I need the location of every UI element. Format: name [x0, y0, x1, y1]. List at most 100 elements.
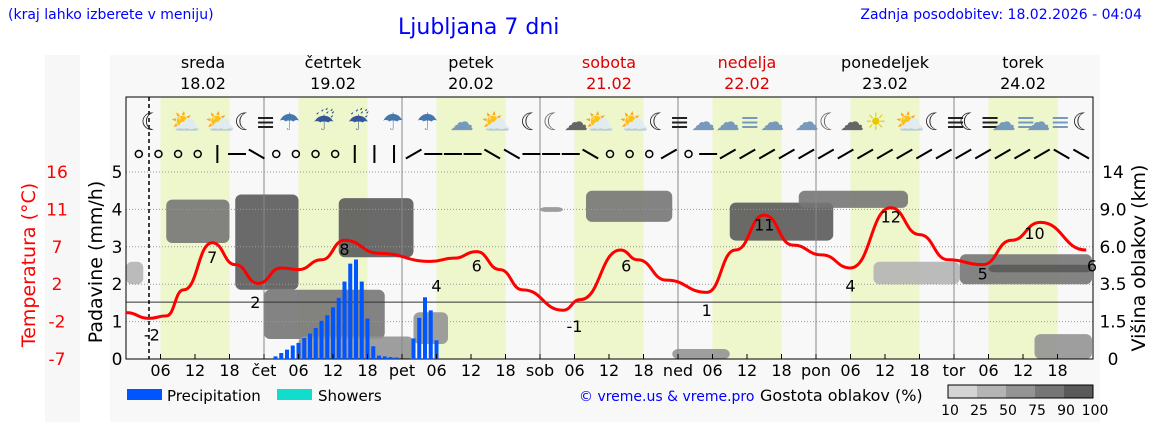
cloud-density-swatch — [977, 385, 1006, 398]
temperature-axis-label: Temperatura (°C) — [18, 183, 40, 348]
cloud-density-swatch — [948, 385, 977, 398]
cloud-height-axis-label: Višina oblakov (km) — [1128, 165, 1150, 352]
temperature-tick: 7 — [52, 238, 63, 258]
x-tick-label: 12 — [737, 361, 757, 380]
temperature-label: 6 — [621, 256, 631, 275]
rain-heavy-icon: ☔ — [347, 107, 369, 136]
moon-fog-icon: ☾≡ — [234, 108, 276, 136]
precipitation-bar — [365, 318, 370, 359]
x-tick-label: 18 — [633, 361, 653, 380]
x-tick-label: 06 — [564, 361, 584, 380]
sun-cloud-icon: ⛅ — [619, 108, 649, 136]
daylight-band — [988, 97, 1058, 359]
temperature-label: -2 — [144, 325, 160, 344]
wind-calm-icon — [193, 149, 202, 159]
precipitation-bar — [285, 349, 289, 359]
wind-barb-icon — [739, 148, 756, 160]
wind-barb-icon — [582, 148, 599, 160]
moon-cloud-icon: ☾☁ — [542, 108, 588, 136]
sun-cloud-icon: ⛅ — [481, 108, 511, 136]
cloud-density-block — [729, 202, 834, 241]
precipitation-bar — [371, 346, 376, 359]
day-name: četrtek — [305, 53, 363, 72]
precipitation-bar — [331, 307, 335, 359]
cloud-density-block — [672, 349, 730, 359]
day-name: torek — [1002, 53, 1044, 72]
x-tick-label: 12 — [599, 361, 619, 380]
wind-barb-icon — [483, 148, 501, 160]
daylight-band — [574, 97, 644, 359]
wind-calm-icon — [291, 149, 301, 159]
rain-icon: ☂ — [382, 108, 404, 136]
rain-heavy-icon: ☔ — [313, 107, 335, 136]
temperature-label: 7 — [207, 248, 217, 267]
showers-legend-swatch — [277, 389, 312, 400]
sun-icon: ☀ — [865, 108, 887, 136]
wind-barb-icon — [915, 148, 933, 160]
precipitation-bar — [296, 342, 301, 359]
precipitation-bar — [394, 357, 399, 359]
rain-icon: ☂ — [278, 108, 300, 136]
temperature-tick: -7 — [49, 350, 66, 370]
cloud-density-swatch — [1006, 385, 1035, 398]
cloud-density-block — [235, 194, 299, 290]
day-date: 21.02 — [586, 74, 632, 93]
wind-barb-icon — [778, 148, 795, 160]
cloud-density-level-label: 90 — [1057, 403, 1075, 419]
precipitation-bar — [336, 298, 341, 359]
cloud-height-tick: 14 — [1102, 163, 1124, 183]
precip-tick: 5 — [112, 163, 123, 183]
precipitation-bar — [302, 338, 307, 359]
wind-calm-icon — [625, 149, 634, 159]
temperature-label: 4 — [431, 277, 441, 296]
temperature-tick: -2 — [49, 313, 66, 333]
last-updated: Zadnja posodobitev: 18.02.2026 - 04:04 — [860, 7, 1142, 23]
precipitation-bar — [273, 356, 278, 359]
page-title: Ljubljana 7 dni — [398, 15, 560, 40]
x-tick-label: 12 — [323, 361, 343, 380]
temperature-label: 12 — [881, 208, 901, 227]
x-tick-label: tor — [943, 361, 966, 380]
precipitation-bar — [423, 297, 427, 359]
x-tick-label: 06 — [150, 361, 170, 380]
day-name: sreda — [181, 53, 225, 72]
x-tick-label: 12 — [1013, 361, 1033, 380]
wind-barb-icon — [994, 148, 1011, 160]
precipitation-legend-label: Precipitation — [167, 387, 261, 405]
x-tick-label: 06 — [288, 361, 308, 380]
cloud-icon: ☁ — [691, 108, 715, 136]
day-date: 22.02 — [724, 74, 770, 93]
x-tick-label: 06 — [426, 361, 446, 380]
x-tick-label: 18 — [357, 361, 377, 380]
cloud-density-block — [166, 199, 230, 244]
wind-barb-icon — [955, 148, 972, 160]
cloud-density-block — [1034, 334, 1092, 359]
daylight-band — [436, 97, 506, 359]
temperature-label: -1 — [567, 317, 583, 336]
moon-fog-icon: ☾≡ — [648, 108, 690, 136]
cloud-density-legend-title: Gostota oblakov (%) — [760, 386, 923, 405]
cloud-density-swatch — [1064, 385, 1093, 398]
precip-tick: 4 — [112, 200, 123, 220]
wind-calm-icon — [173, 149, 183, 159]
day-date: 24.02 — [1000, 74, 1046, 93]
x-tick-label: 12 — [461, 361, 481, 380]
temperature-label: 5 — [978, 264, 988, 283]
sun-cloud-icon: ⛅ — [895, 108, 925, 136]
moon-fog-icon: ☾≡ — [958, 108, 1000, 136]
cloud-density-scale-frame — [947, 384, 1094, 399]
wind-barb-icon — [876, 148, 894, 160]
x-tick-label: 18 — [219, 361, 239, 380]
city-select-hint[interactable]: (kraj lahko izberete v meniju) — [8, 7, 214, 23]
copyright-link[interactable]: © vreme.us & vreme.pro — [579, 389, 754, 405]
cloud-density-level-label: 75 — [1028, 403, 1046, 419]
x-tick-label: 18 — [909, 361, 929, 380]
cloud-height-tick: 0 — [1108, 350, 1119, 370]
sun-cloud-icon: ⛅ — [171, 108, 201, 136]
temperature-label: 6 — [472, 256, 482, 275]
day-name: ponedeljek — [841, 53, 930, 72]
wind-calm-icon — [311, 149, 320, 159]
wind-barb-icon — [405, 148, 422, 160]
precipitation-legend-swatch — [127, 389, 162, 400]
